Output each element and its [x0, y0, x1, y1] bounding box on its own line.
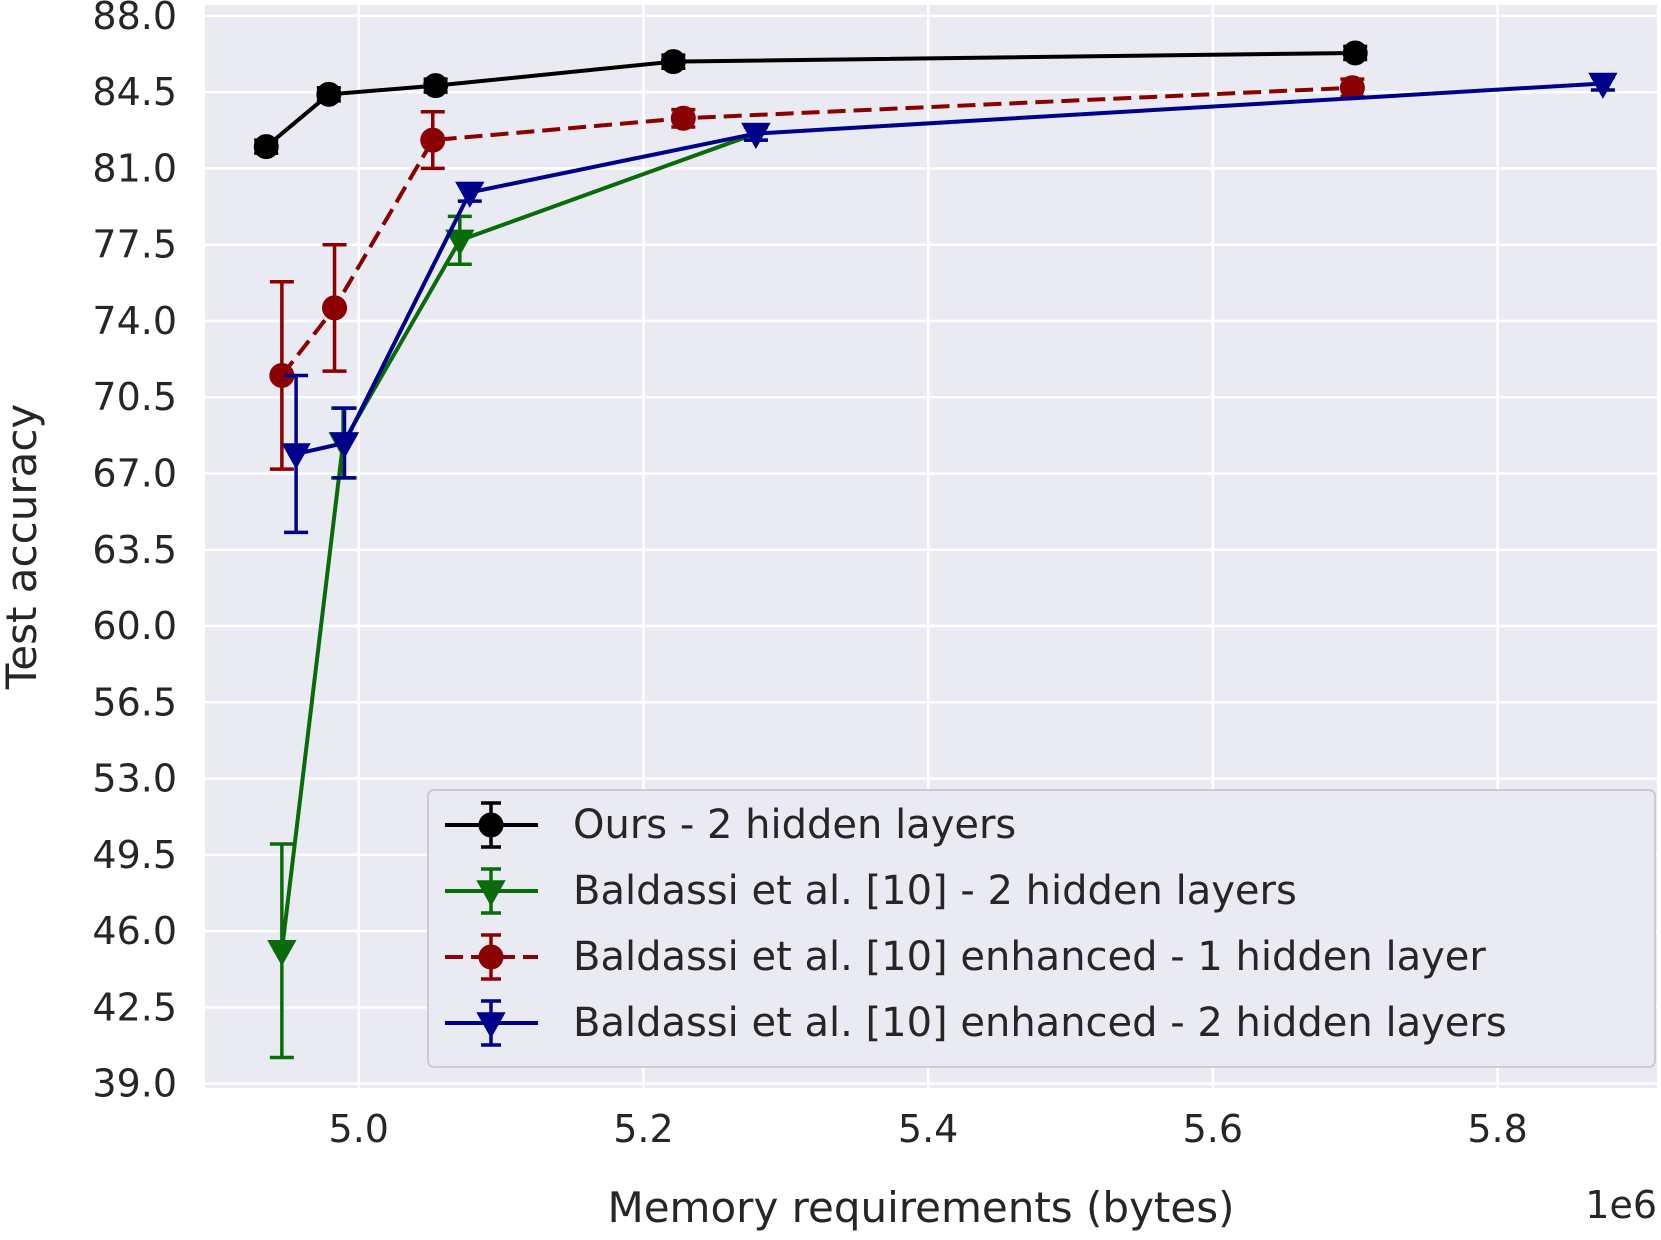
x-tick-label: 5.2 [613, 1107, 673, 1151]
y-axis-label: Test accuracy [0, 404, 46, 691]
data-point [267, 940, 297, 967]
legend-entry: Ours - 2 hidden layers [445, 801, 1016, 849]
legend-label: Baldassi et al. [10] enhanced - 2 hidden… [573, 1000, 1507, 1046]
y-tick-label: 81.0 [92, 146, 177, 190]
y-tick-label: 84.5 [92, 70, 177, 114]
data-point [445, 229, 475, 256]
y-tick-label: 74.0 [92, 299, 177, 343]
legend-entry: Baldassi et al. [10] enhanced - 1 hidden… [445, 933, 1486, 981]
x-tick-label: 5.6 [1183, 1107, 1243, 1151]
x-tick-label: 5.0 [329, 1107, 389, 1151]
data-point [329, 432, 360, 459]
legend-marker [476, 880, 506, 907]
data-point [660, 49, 686, 75]
data-point [1342, 40, 1368, 66]
data-point [281, 443, 311, 470]
y-tick-label: 77.5 [92, 223, 177, 267]
y-tick-label: 60.0 [92, 604, 177, 648]
y-tick-label: 56.5 [92, 680, 177, 724]
legend-marker [478, 944, 504, 970]
legend-entry: Baldassi et al. [10] - 2 hidden layers [445, 867, 1297, 915]
y-tick-label: 49.5 [92, 833, 177, 877]
y-tick-label: 46.0 [92, 909, 177, 953]
y-tick-label: 88.0 [92, 0, 177, 38]
x-axis-label: Memory requirements (bytes) [607, 1183, 1234, 1232]
data-point [423, 73, 449, 99]
series-line [279, 131, 757, 951]
legend-marker [476, 1012, 506, 1039]
data-point [316, 81, 342, 107]
data-point [253, 134, 279, 160]
y-tick-label: 42.5 [92, 985, 177, 1029]
legend-box [427, 789, 1656, 1068]
data-point [670, 105, 696, 131]
axes: 39.0 42.5 46.0 49.5 53.0 56.5 60.0 63.5 67.0 70.5… [92, 0, 1527, 1151]
legend: Ours - 2 hidden layers Baldassi et al. [1… [427, 789, 1656, 1068]
y-tick-label: 63.5 [92, 528, 177, 572]
data-point [322, 295, 348, 321]
data-point [741, 122, 771, 149]
legend-label: Baldassi et al. [10] - 2 hidden layers [573, 868, 1297, 914]
legend-entry: Baldassi et al. [10] enhanced - 2 hidden… [445, 999, 1507, 1047]
series-group [281, 72, 1618, 535]
series [253, 40, 1618, 1060]
series-line [280, 85, 1353, 377]
x-tick-label: 5.4 [898, 1107, 958, 1151]
legend-label: Ours - 2 hidden layers [573, 802, 1016, 848]
y-tick-label: 39.0 [92, 1062, 177, 1106]
series-group [253, 40, 1368, 160]
data-point [1588, 72, 1618, 99]
y-tick-label: 70.5 [92, 375, 177, 419]
series-group [269, 75, 1365, 471]
y-tick-label: 53.0 [92, 757, 177, 801]
x-axis-offset-text: 1e6 [1585, 1183, 1657, 1227]
data-point [420, 127, 446, 153]
y-tick-label: 67.0 [92, 452, 177, 496]
x-tick-label: 5.8 [1467, 1107, 1527, 1151]
legend-marker [478, 812, 504, 838]
data-point [455, 181, 485, 208]
legend-label: Baldassi et al. [10] enhanced - 1 hidden… [573, 934, 1486, 980]
